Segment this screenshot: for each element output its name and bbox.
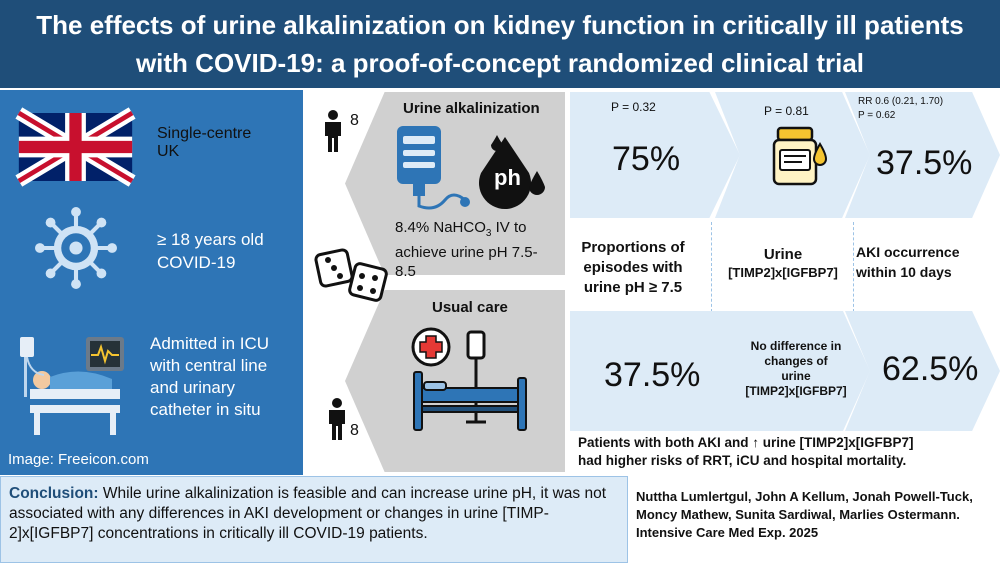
ph-drop-icon xyxy=(479,135,545,209)
timp-note-line-1: No difference in xyxy=(750,339,842,353)
divider-1 xyxy=(711,222,712,312)
key-finding-note: Patients with both AKI and ↑ urine [TIMP… xyxy=(578,434,998,470)
desc-post: IV to xyxy=(491,219,527,236)
conclusion-box: Conclusion: While urine alkalinization i… xyxy=(0,476,628,563)
desc-sub: 3 xyxy=(485,228,492,239)
timp-no-difference: No difference in changes of urine [TIMP2… xyxy=(733,339,859,399)
timp-outcome-line-2: [TIMP2]x[IGFBP7] xyxy=(728,265,838,280)
ph-control-value: 37.5% xyxy=(604,356,701,394)
desc-line-3: 8.5 xyxy=(395,263,416,280)
person-icon xyxy=(329,398,345,440)
icu-line-4: catheter in situ xyxy=(150,400,261,419)
desc-pre: 8.4% NaHCO xyxy=(395,219,486,236)
ph-p-value: P = 0.32 xyxy=(611,100,656,114)
age-line-1: ≥ 18 years old xyxy=(157,230,264,249)
control-title: Usual care xyxy=(432,299,508,316)
aki-control-chevron xyxy=(845,311,1000,431)
ph-outcome-label: Proportions of episodes with urine pH ≥ … xyxy=(574,238,692,298)
timp-control-chevron xyxy=(720,311,870,431)
intervention-description: 8.4% NaHCO3 IV to achieve urine pH 7.5- … xyxy=(395,218,555,281)
site-line-2: UK xyxy=(157,143,180,160)
title-line-1: The effects of urine alkalinization on k… xyxy=(36,10,964,40)
ph-outcome-line-2: episodes with xyxy=(583,259,683,276)
control-arm-shape xyxy=(345,290,565,472)
uk-flag-icon xyxy=(15,107,136,187)
aki-p-value: P = 0.62 xyxy=(858,110,896,121)
timp-p-value: P = 0.81 xyxy=(764,104,809,118)
ph-outcome-line-3: urine pH ≥ 7.5 xyxy=(583,279,683,296)
aki-intervention-value: 37.5% xyxy=(876,144,973,182)
note-line-1: Patients with both AKI and ↑ urine [TIMP… xyxy=(578,435,914,450)
hospital-bed-icon xyxy=(411,327,527,431)
divider-2 xyxy=(853,222,854,312)
urine-sample-icon xyxy=(772,126,828,186)
timp-note-line-2: changes of xyxy=(764,354,828,368)
aki-outcome-line-2: within 10 days xyxy=(856,264,952,280)
icu-patient-icon xyxy=(20,337,124,435)
age-line-2: COVID-19 xyxy=(157,253,236,272)
person-icon xyxy=(325,110,341,152)
citation: Nuttha Lumlertgul, John A Kellum, Jonah … xyxy=(636,489,973,540)
aki-outcome-label: AKI occurrence within 10 days xyxy=(856,242,986,282)
title-line-2: with COVID-19: a proof-of-concept random… xyxy=(135,48,865,78)
image-credit: Image: Freeicon.com xyxy=(8,451,149,468)
ph-label: ph xyxy=(494,165,521,190)
iv-bag-icon xyxy=(397,126,470,210)
aki-outcome-line-1: AKI occurrence xyxy=(856,244,960,260)
control-n: 8 xyxy=(350,422,359,439)
dice-icon xyxy=(314,248,388,302)
icu-line-3: and urinary xyxy=(150,378,236,397)
desc-line-2: achieve urine pH 7.5- xyxy=(395,244,538,261)
site-line-1: Single-centre xyxy=(157,125,252,142)
conclusion-text: While urine alkalinization is feasible a… xyxy=(9,485,607,542)
timp-note-line-4: [TIMP2]x[IGFBP7] xyxy=(745,384,847,398)
intervention-title: Urine alkalinization xyxy=(403,100,540,117)
icu-line-1: Admitted in ICU xyxy=(150,334,270,353)
timp-outcome-label: Urine [TIMP2]x[IGFBP7] xyxy=(715,246,851,282)
aki-rr: RR 0.6 (0.21, 1.70) xyxy=(858,96,944,107)
aki-result-chevron xyxy=(845,92,1000,218)
virus-icon xyxy=(35,207,117,289)
ph-result-chevron xyxy=(570,92,740,218)
header-banner: The effects of urine alkalinization on k… xyxy=(0,0,1000,88)
timp-note-line-3: urine xyxy=(781,369,811,383)
ph-control-chevron xyxy=(570,311,755,431)
ph-intervention-value: 75% xyxy=(612,140,681,178)
conclusion-label: Conclusion: xyxy=(9,485,99,502)
timp-outcome-line-1: Urine xyxy=(763,246,803,263)
aki-control-value: 62.5% xyxy=(882,350,979,388)
intervention-n: 8 xyxy=(350,112,359,129)
ph-outcome-line-1: Proportions of xyxy=(581,239,685,256)
note-line-2: had higher risks of RRT, iCU and hospita… xyxy=(578,453,907,468)
icu-line-2: with central line xyxy=(150,356,268,375)
